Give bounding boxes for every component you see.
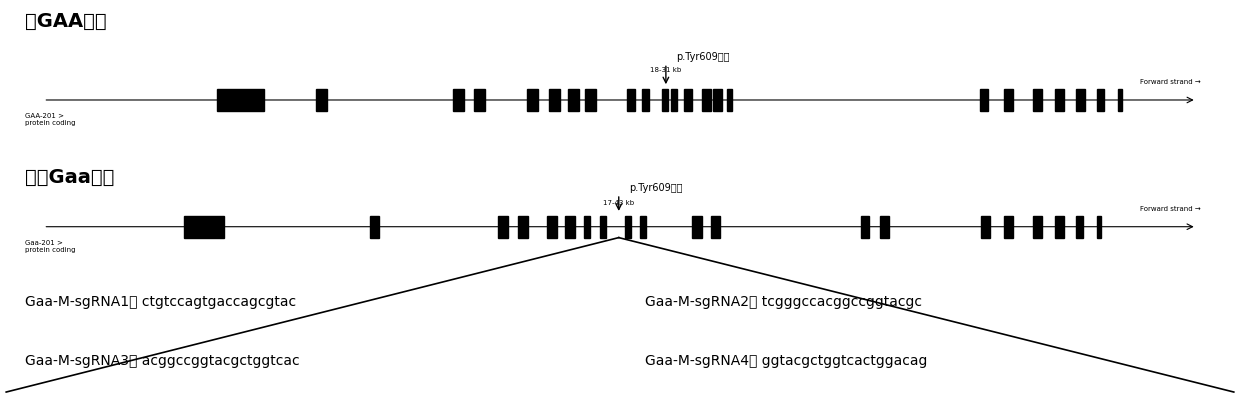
Bar [370,216,379,238]
Bar [627,89,635,111]
Bar [1033,216,1042,238]
Bar [600,216,606,238]
Bar [527,89,538,111]
Text: Forward strand →: Forward strand → [1140,206,1200,212]
Bar [1004,216,1013,238]
Bar [1055,216,1064,238]
Text: 18-31 kb: 18-31 kb [650,67,682,73]
Bar [1097,89,1104,111]
Bar [585,89,596,111]
Bar [1033,89,1042,111]
Bar [217,89,264,111]
Bar [549,89,560,111]
Bar [671,89,677,111]
Bar [640,216,646,238]
Bar [662,89,668,111]
Bar [1097,216,1101,238]
Bar [1055,89,1064,111]
Bar [702,89,711,111]
Bar [565,216,575,238]
Text: 17-43 kb: 17-43 kb [603,200,635,206]
Bar [584,216,590,238]
Bar [1118,89,1122,111]
Bar [861,216,869,238]
Text: Gaa-201 >
protein coding: Gaa-201 > protein coding [25,240,76,253]
Bar [692,216,702,238]
Text: GAA-201 >
protein coding: GAA-201 > protein coding [25,113,76,126]
Text: Gaa-M-sgRNA1： ctgtccagtgaccagcgtac: Gaa-M-sgRNA1： ctgtccagtgaccagcgtac [25,295,296,309]
Text: p.Tyr609位点: p.Tyr609位点 [629,183,682,193]
Bar [727,89,732,111]
Bar [184,216,224,238]
Bar [1076,89,1085,111]
Bar [568,89,579,111]
Text: Gaa-M-sgRNA2： tcgggccacggccggtacgc: Gaa-M-sgRNA2： tcgggccacggccggtacgc [645,295,921,309]
Bar [518,216,528,238]
Bar [711,216,720,238]
Bar [498,216,508,238]
Bar [1076,216,1083,238]
Bar [642,89,649,111]
Text: 人GAA基因: 人GAA基因 [25,12,107,31]
Bar [980,89,988,111]
Bar [981,216,990,238]
Text: Gaa-M-sgRNA4： ggtacgctggtcactggacag: Gaa-M-sgRNA4： ggtacgctggtcactggacag [645,354,928,368]
Bar [713,89,722,111]
Bar [316,89,327,111]
Bar [625,216,631,238]
Bar [684,89,692,111]
Text: Forward strand →: Forward strand → [1140,79,1200,85]
Text: 小鼠Gaa基因: 小鼠Gaa基因 [25,168,114,187]
Bar [880,216,889,238]
Bar [474,89,485,111]
Text: p.Tyr609位点: p.Tyr609位点 [676,52,729,62]
Bar [453,89,464,111]
Bar [547,216,557,238]
Bar [1004,89,1013,111]
Text: Gaa-M-sgRNA3： acggccggtacgctggtcac: Gaa-M-sgRNA3： acggccggtacgctggtcac [25,354,299,368]
